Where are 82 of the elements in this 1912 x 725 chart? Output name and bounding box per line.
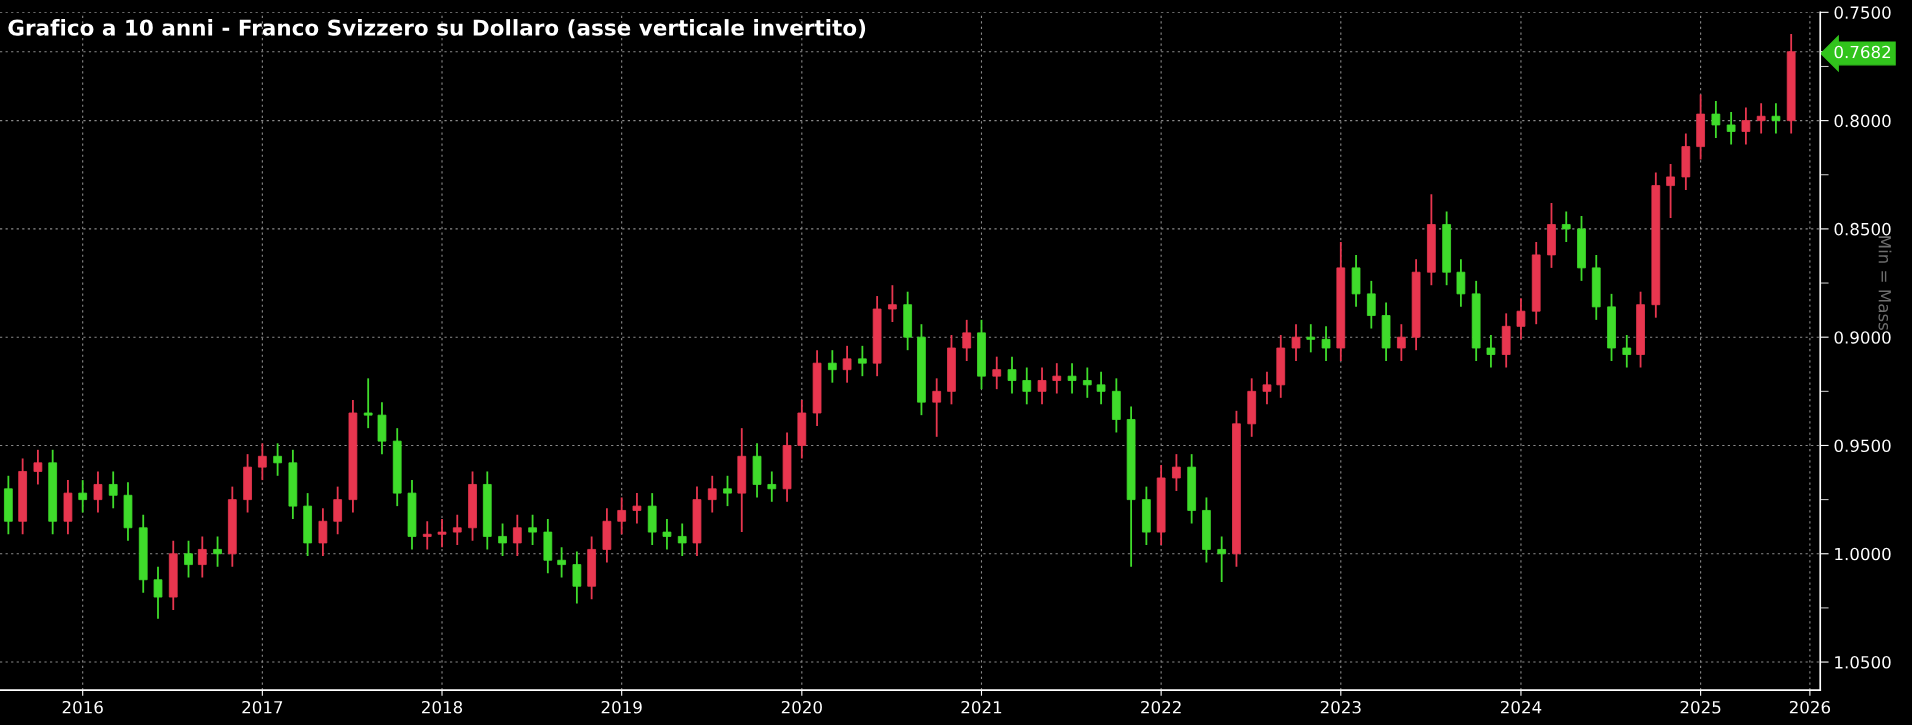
candlestick — [452, 513, 462, 547]
y-tick-label: 0.8000 — [1834, 114, 1891, 128]
candlestick — [33, 448, 43, 486]
candlestick — [707, 474, 717, 514]
candlestick — [677, 522, 687, 557]
candlestick — [213, 535, 222, 568]
candlestick — [1037, 366, 1047, 406]
candlestick — [1756, 102, 1766, 135]
candlestick — [1082, 366, 1092, 399]
y-tick-label: 0.9500 — [1834, 439, 1891, 453]
y-tick-label: 1.0500 — [1835, 656, 1891, 669]
candlestick — [827, 349, 837, 384]
x-tick-label: 2023 — [1320, 700, 1361, 714]
candlestick — [528, 513, 537, 547]
y-tick-label: 0.9000 — [1834, 331, 1891, 344]
candlestick — [153, 565, 163, 620]
candlestick — [93, 470, 103, 514]
y-tick-label: 1.0000 — [1835, 547, 1891, 561]
candlestick — [858, 344, 867, 378]
candlestick — [273, 442, 282, 477]
candlestick — [1741, 106, 1751, 146]
candlestick — [108, 470, 118, 510]
candlestick — [318, 507, 328, 557]
x-tick-label: 2016 — [62, 700, 103, 714]
x-tick-label: 2020 — [781, 700, 822, 714]
candlestick — [1096, 370, 1106, 406]
candlestick — [498, 522, 507, 557]
y-tick-label: 0.7500 — [1834, 6, 1891, 19]
candlestick — [1771, 102, 1781, 135]
candlestick — [437, 518, 447, 549]
x-tick-label: 2021 — [961, 700, 1002, 714]
x-tick-label: 2018 — [422, 700, 463, 714]
candlestick — [888, 284, 897, 323]
x-tick-label: 2024 — [1500, 700, 1542, 714]
candlestick — [932, 377, 942, 438]
candlestick — [842, 344, 852, 384]
candlestick — [184, 539, 193, 579]
candlestick — [78, 479, 88, 514]
candlestick — [962, 318, 972, 362]
y-tick-label: 0.7682 — [1834, 45, 1891, 59]
candlestick — [1007, 355, 1017, 395]
candlestick — [617, 496, 627, 536]
candlestick — [197, 535, 207, 579]
candlestick — [1486, 334, 1496, 369]
text: Min = Mass — [1878, 236, 1892, 330]
candlestick — [1217, 535, 1227, 583]
candlestick — [662, 518, 672, 551]
candlestick — [572, 550, 582, 605]
candlestick — [1022, 366, 1032, 406]
x-tick-label: 2026 — [1789, 700, 1831, 714]
candlestick — [1262, 370, 1272, 406]
candlestick — [992, 355, 1002, 391]
candlestick — [512, 513, 522, 557]
candlestick — [557, 546, 566, 579]
candlestick — [363, 377, 373, 430]
candlestick — [1306, 323, 1316, 354]
candlestick — [632, 492, 642, 525]
x-tick-label: 2017 — [242, 700, 283, 714]
y-tick-label: 0.8500 — [1834, 222, 1891, 236]
candlestick — [1172, 453, 1181, 492]
candlestick — [1561, 210, 1571, 243]
candlestick — [422, 520, 432, 551]
candlestick — [257, 442, 267, 482]
candlestick — [1052, 362, 1062, 395]
candlestick — [1396, 323, 1406, 362]
x-tick-label: 2019 — [601, 700, 642, 714]
candlestick — [1067, 362, 1077, 395]
x-tick-label: 2022 — [1141, 700, 1181, 714]
candlestick — [767, 470, 777, 503]
candlestick — [1456, 258, 1466, 308]
candlestick — [1291, 323, 1301, 362]
candlestick — [1516, 297, 1526, 341]
x-tick-label: 2025 — [1680, 700, 1721, 714]
candlestick — [1711, 100, 1721, 139]
candlestick — [723, 474, 732, 508]
candlestick — [1666, 163, 1675, 219]
chart-title: Grafico a 10 anni - Franco Svizzero su Dollaro (asse verticale invertito) — [8, 19, 866, 39]
candlestick — [1366, 279, 1376, 330]
candlestick — [1321, 325, 1331, 362]
candlestick — [333, 485, 343, 536]
candlestick — [1622, 334, 1632, 369]
candlestick — [1726, 111, 1736, 146]
